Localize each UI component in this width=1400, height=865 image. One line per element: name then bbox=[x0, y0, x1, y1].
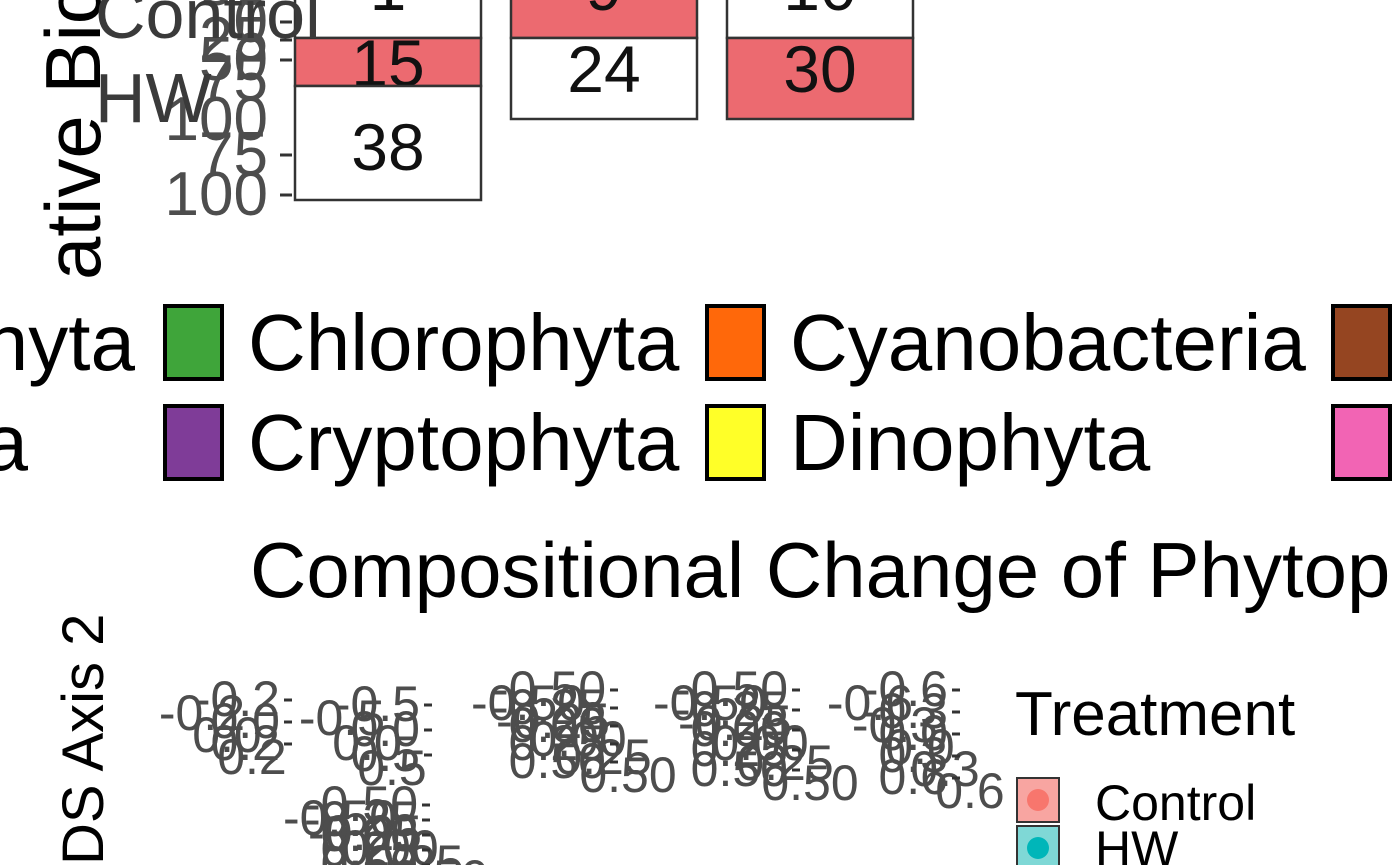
legend-key bbox=[705, 304, 766, 381]
nmds-tick-label: 0.25 bbox=[691, 721, 788, 777]
nmds-tick-label: 0.5 bbox=[357, 740, 427, 796]
stacked-cell bbox=[293, 36, 483, 88]
nmds-tick-label: -0.25 bbox=[496, 693, 610, 749]
nmds-tick-label: -0.25 bbox=[304, 791, 418, 847]
cell-label: 10 bbox=[783, 0, 856, 24]
legend-point bbox=[1027, 789, 1049, 811]
stacked-cell bbox=[509, 36, 699, 121]
stacked-cell bbox=[293, 84, 483, 202]
nmds-tick-label: 0.5 bbox=[350, 726, 420, 782]
nmds-tick-label: -0.50 bbox=[471, 675, 585, 731]
nmds-tick-label: -0.6 bbox=[862, 661, 948, 717]
nmds-tick-label: -0.25 bbox=[678, 695, 792, 751]
nmds-tick-label: -0.6 bbox=[827, 675, 913, 731]
legend-key bbox=[1331, 304, 1392, 381]
nmds-tick-label: 0.0 bbox=[350, 701, 420, 757]
nmds-tick-label: 0.50 bbox=[579, 747, 676, 803]
nmds-tick-label: 0.0 bbox=[878, 705, 948, 761]
nmds-tick-label: -0.2 bbox=[194, 671, 280, 727]
legend-label: HW bbox=[1095, 821, 1179, 865]
cell-label: 24 bbox=[567, 32, 640, 106]
nmds-tick-label: -0.25 bbox=[492, 679, 606, 735]
nmds-tick-label: 0.0 bbox=[210, 693, 280, 749]
nmds-tick-label: -0.25 bbox=[308, 805, 422, 861]
y-tick-label: 50 bbox=[199, 0, 268, 19]
y-tick-label: 100 bbox=[165, 160, 268, 229]
cell-label: 30 bbox=[783, 32, 856, 106]
nmds-tick-label: -0.50 bbox=[674, 661, 788, 717]
y-tick-label: 50 bbox=[199, 25, 268, 94]
y-tick-label: 75 bbox=[199, 45, 268, 114]
nmds-tick-label: 0.3 bbox=[878, 727, 948, 783]
nmds-tick-label: -0.50 bbox=[492, 661, 606, 717]
nmds-tick-label: 0.00 bbox=[529, 711, 626, 767]
legend-key bbox=[705, 404, 766, 481]
legend-label: hyta bbox=[0, 298, 136, 387]
legend-key bbox=[163, 304, 224, 381]
nmds-tick-label: 0.0 bbox=[192, 707, 262, 763]
cell-label: 38 bbox=[351, 110, 424, 184]
nmds-tick-label: 0.25 bbox=[366, 835, 463, 865]
y-tick-label: 75 bbox=[199, 120, 268, 189]
overlap-label: HW bbox=[95, 59, 212, 137]
legend-label: Cryptophyta bbox=[248, 398, 680, 487]
legend-label: a bbox=[0, 398, 29, 487]
nmds-tick-label: -0.3 bbox=[852, 697, 938, 753]
legend-label: Chlorophyta bbox=[248, 298, 680, 387]
cell-label: 9 bbox=[586, 0, 623, 24]
nmds-tick-label: 0.50 bbox=[691, 741, 788, 797]
y-tick-label: 25 bbox=[199, 5, 268, 74]
overlap-label: Control bbox=[95, 0, 321, 53]
nmds-tick-label: -0.50 bbox=[304, 776, 418, 832]
legend-label: Dinophyta bbox=[790, 398, 1151, 487]
nmds-tick-label: -0.50 bbox=[283, 790, 397, 846]
nmds-tick-label: 0.00 bbox=[509, 697, 606, 753]
nmds-tick-label: 0.00 bbox=[341, 820, 438, 865]
nmds-tick-label: -0.3 bbox=[862, 683, 948, 739]
nmds-tick-label: 0.50 bbox=[391, 850, 488, 865]
legend-keys bbox=[163, 304, 1392, 481]
nmds-tick-label: 0.0 bbox=[332, 715, 402, 771]
nmds-tick-label: 0.00 bbox=[711, 715, 808, 771]
legend-key bbox=[1331, 404, 1392, 481]
nmds-tick-label: -0.5 bbox=[334, 676, 420, 732]
nmds-tick-label: 0.00 bbox=[691, 701, 788, 757]
nmds-tick-label: -0.2 bbox=[159, 685, 245, 741]
nmds-tick-label: -0.25 bbox=[674, 681, 788, 737]
stacked-cell bbox=[509, 0, 699, 40]
legend-label: Cyanobacteria bbox=[790, 298, 1306, 387]
nmds-tick-label: 0.25 bbox=[509, 715, 606, 771]
nmds-tick-label: 0.2 bbox=[217, 729, 287, 785]
stacked-cell bbox=[293, 0, 483, 40]
nmds-tick-label: -0.5 bbox=[299, 690, 385, 746]
y-tick-label: 0 bbox=[234, 0, 268, 56]
nmds-tick-label: 0.25 bbox=[321, 821, 418, 865]
nmds-tick-label: 0.00 bbox=[321, 806, 418, 862]
nmds-tick-label: 0.2 bbox=[210, 715, 280, 771]
nmds-tick-label: 0.0 bbox=[885, 719, 955, 775]
nmds-title: Compositional Change of Phytop bbox=[250, 526, 1390, 614]
nmds-tick-label: 0.6 bbox=[935, 763, 1005, 819]
y-axis-label: ative Bio bbox=[29, 0, 117, 280]
nmds-tick-label: 0.50 bbox=[321, 836, 418, 865]
nmds-y-axis-label: DS Axis 2 bbox=[51, 614, 116, 865]
stacked-cell bbox=[725, 36, 915, 121]
nmds-tick-label: -0.50 bbox=[653, 675, 767, 731]
legend-key bbox=[163, 404, 224, 481]
nmds-tick-label: 0.25 bbox=[736, 735, 833, 791]
nmds-tick-label: 0.25 bbox=[554, 729, 651, 785]
treatment-legend-title: Treatment bbox=[1015, 680, 1295, 749]
cell-label: 1 bbox=[370, 0, 407, 24]
nmds-tick-label: 0.50 bbox=[509, 733, 606, 789]
nmds-tick-label: 0.6 bbox=[878, 749, 948, 805]
y-tick-label: 100 bbox=[165, 85, 268, 154]
nmds-tick-label: 0.50 bbox=[761, 755, 858, 811]
legend-point bbox=[1027, 837, 1049, 859]
legend-label: Control bbox=[1095, 775, 1256, 831]
nmds-tick-label: 0.3 bbox=[910, 741, 980, 797]
